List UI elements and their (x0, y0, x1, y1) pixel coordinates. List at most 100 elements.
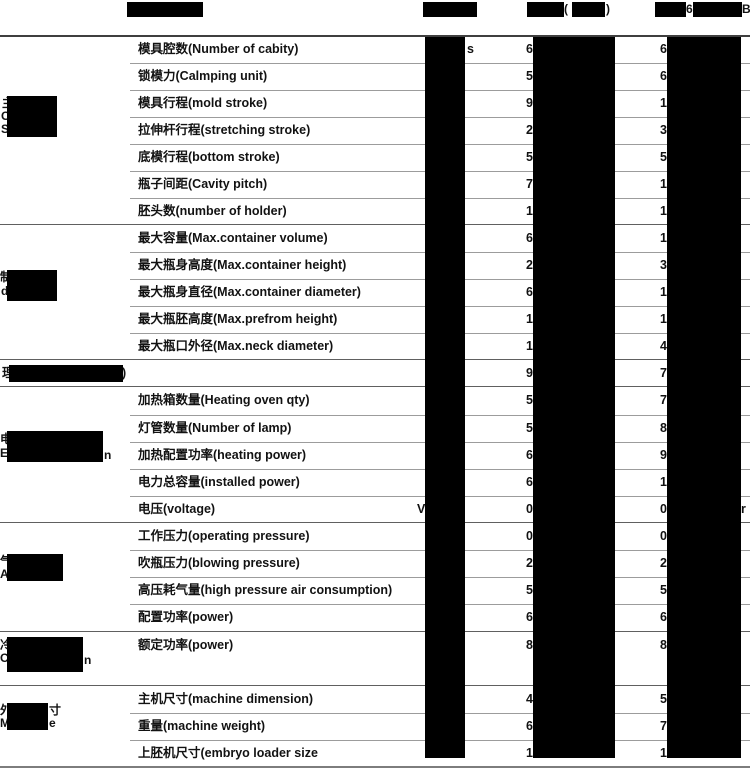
param-label: 电力总容量(installed power) (138, 475, 300, 489)
value-fragment: 2 (526, 123, 533, 137)
param-label: 最大瓶口外径(Max.neck diameter) (138, 339, 334, 353)
param-label: 吹瓶压力(blowing pressure) (138, 556, 300, 570)
value-fragment: 0 (526, 502, 533, 516)
value-fragment: 6 (660, 42, 667, 56)
value-fragment: 6 (526, 448, 533, 462)
param-label: 最大瓶身高度(Max.container height) (138, 258, 347, 272)
value-fragment: 5 (660, 583, 667, 597)
param-label: 最大瓶身直径(Max.container diameter) (138, 285, 361, 299)
section-divider (0, 522, 750, 523)
value-fragment: 7 (660, 366, 667, 380)
table-row: 额定功率(power) 8 8 (0, 632, 750, 686)
table-row: 最大瓶身直径(Max.container diameter) 6 1 (0, 279, 750, 306)
table-row: 主机尺寸(machine dimension) 4 5 (0, 686, 750, 713)
value-fragment: 1 (526, 312, 533, 326)
table-row: 加热箱数量(Heating oven qty) 5 7 (0, 387, 750, 414)
redaction-bar-col2 (533, 37, 615, 758)
header-col2-paren-open: ( (564, 2, 568, 16)
value-fragment: 0 (526, 529, 533, 543)
redaction-box-row-label (9, 365, 123, 382)
category-fragment: M (0, 716, 10, 730)
redaction-box-category-machine (7, 703, 48, 730)
value-fragment: 0 (660, 529, 667, 543)
table-bottom-divider (0, 766, 750, 768)
table-row: 重量(machine weight) 6 7 (0, 713, 750, 740)
redaction-bar-header-param (127, 2, 203, 17)
param-label: 高压耗气量(high pressure air consumption) (138, 583, 393, 597)
value-fragment: 6 (660, 69, 667, 83)
category-fragment: C (0, 651, 9, 665)
section-divider (0, 631, 750, 632)
value-fragment: 1 (526, 746, 533, 760)
value-fragment: 2 (526, 556, 533, 570)
section-divider (0, 386, 750, 387)
redaction-box-category-clamping (7, 96, 57, 137)
value-fragment: 1 (660, 312, 667, 326)
param-label: 模具行程(mold stroke) (138, 96, 268, 110)
value-fragment: V (417, 502, 426, 516)
header-col2-paren-close: ) (606, 2, 610, 16)
value-fragment: 1 (660, 96, 667, 110)
value-fragment: 5 (526, 421, 533, 435)
redaction-box-category-cooling (7, 637, 83, 672)
value-fragment: 1 (660, 177, 667, 191)
value-fragment: 3 (660, 123, 667, 137)
value-fragment: 4 (526, 692, 533, 706)
redaction-bar-header-col2b (572, 2, 605, 17)
value-fragment: s (467, 42, 474, 56)
table-row: 电力总容量(installed power) 6 1 (0, 469, 750, 496)
value-fragment: 5 (526, 150, 533, 164)
param-label: 最大瓶胚高度(Max.prefrom height) (138, 312, 338, 326)
value-fragment: 6 (526, 231, 533, 245)
value-fragment: 1 (526, 204, 533, 218)
redaction-bar-header-col1 (423, 2, 477, 17)
table-row: 高压耗气量(high pressure air consumption) 5 5 (0, 577, 750, 604)
category-fragment-tail: n (84, 653, 92, 667)
value-fragment: 5 (660, 692, 667, 706)
param-label: 主机尺寸(machine dimension) (138, 692, 314, 706)
value-fragment: 5 (526, 583, 533, 597)
table-row: 上胚机尺寸(embryo loader size 1 1 (0, 740, 750, 767)
table-row: 底模行程(bottom stroke) 5 5 (0, 144, 750, 171)
value-fragment: 9 (526, 96, 533, 110)
category-fragment: A (0, 567, 9, 581)
param-label: 锁模力(Calmping unit) (138, 69, 268, 83)
table-row: 模具行程(mold stroke) 9 1 (0, 90, 750, 117)
category-fragment: E (0, 446, 9, 460)
category-fragment-tail: 寸 (49, 703, 62, 717)
section-divider (0, 685, 750, 686)
param-label: 模具腔数(Number of cabity) (138, 42, 299, 56)
value-fragment: 6 (526, 610, 533, 624)
category-fragment: C (1, 109, 10, 123)
value-fragment: 7 (660, 719, 667, 733)
value-fragment: 6 (526, 285, 533, 299)
table-row: 胚头数(number of holder) 1 1 (0, 198, 750, 225)
param-label: 瓶子间距(Cavity pitch) (138, 177, 268, 191)
value-fragment: 1 (526, 339, 533, 353)
value-fragment: 1 (660, 285, 667, 299)
category-fragment-tail: e (49, 716, 56, 730)
redaction-bar-col1 (425, 37, 465, 758)
value-fragment: 5 (526, 393, 533, 407)
redaction-box-category-air (7, 554, 63, 581)
redaction-box-category-electrical (7, 431, 103, 462)
table-row: 拉伸杆行程(stretching stroke) 2 3 (0, 117, 750, 144)
value-fragment: 8 (660, 638, 667, 652)
value-fragment: 5 (526, 69, 533, 83)
value-fragment: 7 (660, 393, 667, 407)
table-row: 灯管数量(Number of lamp) 5 8 (0, 415, 750, 442)
table-row: 最大瓶胚高度(Max.prefrom height) 1 1 (0, 306, 750, 333)
table-row: 吹瓶压力(blowing pressure) 2 2 (0, 550, 750, 577)
param-label: 配置功率(power) (138, 610, 234, 624)
value-fragment: 6 (660, 610, 667, 624)
table-row: 配置功率(power) 6 6 (0, 604, 750, 631)
category-fragment: d (1, 284, 9, 298)
header-col3-fragment-end: B (742, 2, 750, 16)
value-fragment: 1 (660, 475, 667, 489)
value-fragment: 9 (526, 366, 533, 380)
param-label: 上胚机尺寸(embryo loader size (138, 746, 318, 760)
value-fragment: 6 (526, 475, 533, 489)
row-label-fragment: ) (122, 366, 127, 380)
value-fragment: 2 (660, 556, 667, 570)
